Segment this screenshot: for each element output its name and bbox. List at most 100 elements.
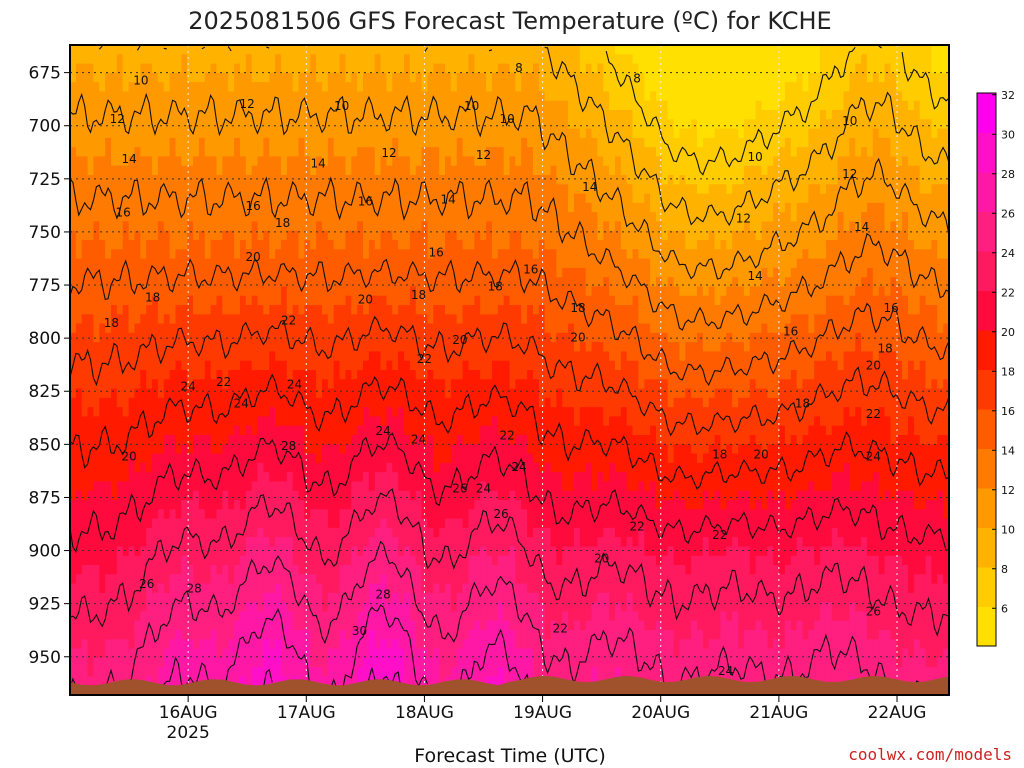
temperature-cell [298,332,305,343]
temperature-cell [445,407,452,418]
temperature-cell [134,137,141,148]
temperature-cell [456,407,464,418]
temperature-cell [292,286,300,297]
temperature-cell [122,314,130,325]
temperature-cell [222,453,229,464]
temperature-cell [216,147,223,158]
temperature-cell [216,137,223,148]
temperature-cell [187,82,194,93]
temperature-cell [462,444,470,455]
temperature-cell [333,397,341,408]
temperature-cell [474,82,481,93]
temperature-cell [345,314,352,325]
temperature-cell [409,555,417,566]
temperature-cell [450,639,458,650]
temperature-cell [280,137,288,148]
temperature-cell [304,240,311,250]
temperature-cell [228,611,235,622]
temperature-cell [450,45,458,55]
temperature-cell [263,500,270,510]
temperature-cell [146,611,153,622]
temperature-cell [386,342,393,353]
temperature-cell [228,286,235,297]
temperature-cell [70,620,77,631]
temperature-cell [433,184,440,195]
temperature-cell [99,360,106,371]
temperature-cell [327,509,335,520]
temperature-cell [239,574,247,585]
temperature-cell [292,435,300,445]
temperature-cell [251,379,259,390]
temperature-cell [404,397,411,408]
temperature-cell [462,500,470,510]
temperature-cell [204,249,212,260]
temperature-cell [251,425,259,436]
temperature-cell [140,518,147,529]
temperature-cell [157,370,165,380]
temperature-cell [333,462,341,473]
temperature-cell [257,156,264,167]
temperature-cell [198,323,206,334]
temperature-cell [187,100,194,111]
temperature-cell [257,425,264,436]
temperature-cell [239,202,247,213]
temperature-cell [351,323,358,334]
temperature-cell [275,472,282,483]
temperature-cell [462,286,470,297]
temperature-cell [193,397,200,408]
temperature-cell [456,277,464,288]
temperature-cell [398,602,405,613]
temperature-cell [157,110,165,120]
temperature-cell [398,110,405,120]
temperature-cell [450,249,458,260]
temperature-cell [321,165,329,176]
temperature-cell [462,565,470,575]
temperature-cell [280,184,288,195]
temperature-cell [163,156,171,167]
temperature-cell [380,518,388,529]
temperature-cell [122,472,130,483]
temperature-cell [269,351,276,362]
temperature-cell [486,202,493,213]
temperature-cell [222,397,229,408]
temperature-cell [298,546,305,557]
temperature-cell [439,667,446,678]
temperature-cell [480,72,487,83]
temperature-cell [204,110,212,120]
temperature-cell [280,425,288,436]
temperature-cell [105,388,112,399]
temperature-cell [146,128,153,139]
temperature-cell [169,110,177,120]
temperature-cell [339,537,347,548]
temperature-cell [298,453,305,464]
temperature-cell [257,45,264,55]
temperature-cell [81,453,89,464]
temperature-cell [333,184,341,195]
temperature-cell [415,639,423,650]
temperature-cell [421,583,429,594]
temperature-cell [427,527,434,538]
temperature-cell [263,518,270,529]
temperature-cell [70,602,77,613]
temperature-cell [433,648,440,659]
temperature-cell [409,165,417,176]
temperature-cell [316,128,323,139]
temperature-cell [292,370,300,380]
temperature-cell [421,667,429,678]
temperature-cell [292,500,300,510]
temperature-cell [480,555,487,566]
temperature-cell [70,277,77,288]
temperature-cell [368,305,376,315]
temperature-cell [181,509,188,520]
temperature-cell [380,657,388,668]
temperature-cell [93,100,100,111]
temperature-cell [409,351,417,362]
temperature-cell [292,490,300,501]
temperature-cell [480,305,487,315]
temperature-cell [474,342,481,353]
temperature-cell [456,240,464,250]
temperature-cell [122,462,130,473]
temperature-cell [263,657,270,668]
temperature-cell [269,360,276,371]
temperature-cell [409,72,417,83]
